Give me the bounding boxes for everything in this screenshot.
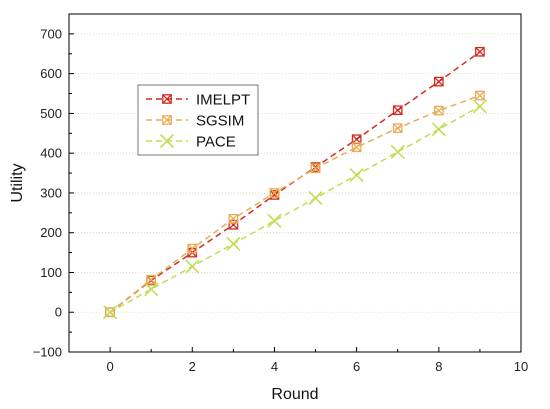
x-tick-label: 8: [435, 359, 442, 374]
legend: IMELPT SGSIM PACE: [137, 84, 259, 156]
legend-marker-pace: [159, 133, 175, 149]
y-tick-label: 600: [40, 66, 62, 81]
y-tick-label: 100: [40, 265, 62, 280]
data-point-sgsim: [310, 163, 321, 174]
data-point-pace: [144, 282, 159, 297]
data-point-pace: [226, 236, 241, 251]
data-point-pace: [472, 99, 487, 114]
series-line-sgsim: [109, 94, 481, 313]
series-line-pace: [109, 105, 481, 313]
data-point-imelpt: [351, 134, 362, 145]
grid-lines: [69, 33, 521, 353]
data-point-pace: [349, 167, 364, 183]
data-point-pace: [103, 305, 118, 320]
data-point-imelpt: [269, 190, 280, 200]
data-point-pace: [431, 122, 446, 137]
legend-marker-imelpt: [162, 94, 172, 104]
data-point-imelpt: [433, 76, 444, 87]
series-layer: [103, 46, 487, 320]
data-point-sgsim: [392, 123, 403, 133]
plot-frame: [68, 13, 522, 353]
data-point-imelpt: [475, 46, 485, 57]
y-tick-label: 200: [40, 225, 62, 240]
data-point-sgsim: [146, 274, 157, 285]
legend-label-sgsim: SGSIM: [196, 113, 244, 130]
data-point-sgsim: [433, 105, 444, 116]
data-point-sgsim: [351, 142, 362, 153]
data-point-sgsim: [187, 243, 198, 254]
x-tick-label: 6: [353, 359, 360, 374]
data-point-pace: [308, 191, 323, 206]
y-tick-label: 400: [40, 146, 62, 161]
legend-label-pace: PACE: [196, 134, 236, 151]
y-tick-label: 0: [55, 305, 62, 320]
x-tick-label: 0: [106, 359, 113, 374]
data-point-sgsim: [228, 213, 239, 224]
x-axis-title: Round: [271, 386, 318, 403]
y-tick-label: 700: [40, 26, 62, 41]
data-point-pace: [185, 259, 200, 274]
data-point-pace: [390, 144, 405, 160]
y-tick-label: 300: [40, 185, 62, 200]
data-point-sgsim: [269, 188, 280, 198]
y-axis-title: Utility: [9, 163, 26, 202]
data-point-sgsim: [475, 90, 485, 101]
y-tick-label: 500: [40, 106, 62, 121]
data-point-pace: [267, 213, 282, 228]
x-tick-label: 10: [514, 359, 528, 374]
data-point-imelpt: [392, 105, 403, 116]
x-tick-label: 4: [271, 359, 278, 374]
x-tick-label: 2: [189, 359, 196, 374]
axes: 0 2 4 6 8 10 −100 0 100 200 300 400 500 600 700: [33, 26, 529, 374]
legend-label-imelpt: IMELPT: [196, 92, 250, 109]
y-tick-label: −100: [33, 345, 62, 360]
legend-marker-sgsim: [162, 115, 172, 125]
